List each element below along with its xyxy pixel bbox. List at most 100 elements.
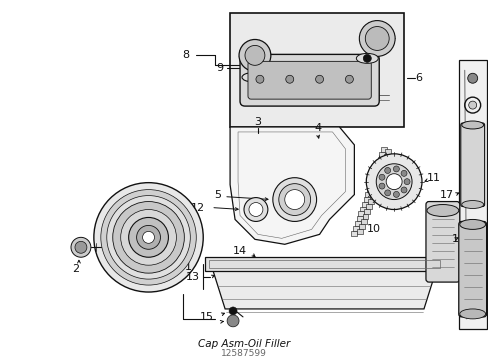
- Bar: [361, 202, 367, 207]
- Circle shape: [244, 45, 264, 65]
- Circle shape: [226, 315, 239, 327]
- Bar: [364, 209, 369, 214]
- Bar: [366, 186, 372, 192]
- Bar: [379, 152, 385, 157]
- Circle shape: [467, 73, 477, 83]
- Bar: [383, 154, 389, 159]
- Text: Cap Asm-Oil Filler: Cap Asm-Oil Filler: [198, 339, 289, 349]
- Circle shape: [142, 231, 154, 243]
- Circle shape: [365, 27, 388, 50]
- Circle shape: [393, 166, 399, 172]
- Bar: [372, 184, 378, 189]
- Circle shape: [378, 174, 384, 180]
- Circle shape: [315, 75, 323, 83]
- Text: 7: 7: [290, 98, 298, 108]
- Circle shape: [128, 217, 168, 257]
- Bar: [362, 214, 368, 219]
- Text: 10: 10: [366, 224, 381, 234]
- FancyBboxPatch shape: [458, 221, 486, 317]
- Circle shape: [255, 75, 264, 83]
- Text: 6: 6: [415, 73, 422, 83]
- Circle shape: [244, 198, 267, 221]
- Bar: [369, 194, 375, 199]
- Circle shape: [366, 154, 421, 210]
- Bar: [375, 162, 381, 167]
- Bar: [357, 229, 363, 234]
- Circle shape: [239, 40, 270, 71]
- Circle shape: [375, 164, 411, 199]
- Bar: [378, 169, 384, 174]
- Bar: [370, 189, 376, 194]
- Text: 14: 14: [232, 246, 246, 256]
- Bar: [360, 207, 366, 211]
- FancyBboxPatch shape: [460, 123, 484, 207]
- Bar: [377, 157, 383, 162]
- Circle shape: [363, 54, 370, 62]
- Circle shape: [71, 237, 91, 257]
- Circle shape: [228, 307, 237, 315]
- FancyBboxPatch shape: [240, 54, 379, 106]
- Text: 12: 12: [191, 203, 205, 212]
- Circle shape: [75, 241, 87, 253]
- Circle shape: [94, 183, 203, 292]
- Bar: [381, 159, 387, 164]
- FancyBboxPatch shape: [247, 61, 370, 99]
- Bar: [363, 197, 369, 202]
- Text: 17: 17: [439, 190, 453, 199]
- Bar: [358, 224, 364, 229]
- Circle shape: [121, 210, 176, 265]
- Bar: [373, 167, 379, 172]
- Bar: [379, 164, 385, 169]
- Bar: [458, 60, 486, 329]
- Bar: [370, 177, 376, 182]
- Ellipse shape: [426, 204, 458, 216]
- Circle shape: [136, 225, 160, 249]
- Ellipse shape: [459, 309, 485, 319]
- Ellipse shape: [461, 201, 483, 208]
- Bar: [372, 172, 378, 177]
- Text: 8: 8: [182, 50, 188, 60]
- Bar: [381, 147, 386, 152]
- Bar: [365, 192, 370, 197]
- Circle shape: [378, 183, 384, 189]
- Circle shape: [345, 75, 353, 83]
- Circle shape: [400, 187, 406, 193]
- Polygon shape: [230, 127, 354, 244]
- Polygon shape: [213, 271, 435, 309]
- Text: 3: 3: [254, 117, 261, 127]
- Text: 15: 15: [200, 312, 214, 322]
- Text: 16: 16: [451, 234, 465, 244]
- Circle shape: [384, 190, 390, 196]
- Text: 2: 2: [72, 264, 80, 274]
- Text: 1: 1: [184, 262, 191, 272]
- Circle shape: [106, 195, 190, 279]
- Text: 11: 11: [426, 173, 440, 183]
- Bar: [205, 257, 443, 271]
- Bar: [385, 149, 390, 154]
- Bar: [354, 221, 360, 226]
- Circle shape: [393, 192, 399, 197]
- Ellipse shape: [242, 73, 262, 82]
- Bar: [368, 182, 374, 186]
- Bar: [374, 179, 380, 184]
- Bar: [367, 199, 373, 204]
- Ellipse shape: [461, 121, 483, 129]
- Bar: [376, 174, 382, 179]
- Bar: [352, 226, 358, 231]
- Text: 13: 13: [186, 272, 200, 282]
- Circle shape: [386, 174, 401, 190]
- Ellipse shape: [459, 220, 485, 229]
- Text: 4: 4: [313, 123, 321, 133]
- Text: 9: 9: [216, 63, 223, 73]
- Circle shape: [400, 170, 406, 176]
- Circle shape: [359, 21, 394, 57]
- Circle shape: [248, 203, 263, 216]
- Circle shape: [285, 75, 293, 83]
- Circle shape: [272, 178, 316, 221]
- Bar: [358, 211, 364, 216]
- Bar: [360, 219, 366, 224]
- Text: 5: 5: [214, 190, 221, 199]
- Bar: [351, 231, 357, 237]
- Text: 12587599: 12587599: [221, 349, 266, 358]
- Circle shape: [384, 167, 390, 174]
